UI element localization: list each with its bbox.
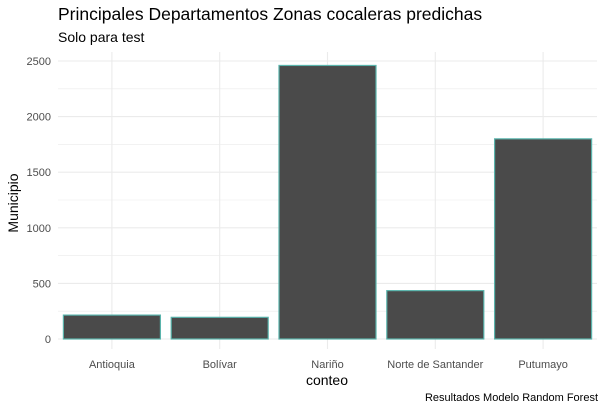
x-tick-label: Putumayo	[518, 359, 568, 371]
chart-title: Principales Departamentos Zonas cocalera…	[58, 4, 483, 24]
x-tick-label: Norte de Santander	[387, 359, 483, 371]
y-tick-label: 500	[33, 278, 51, 290]
y-tick-label: 2500	[27, 56, 51, 68]
bar-putumayo	[493, 138, 593, 340]
bar-bol-var	[170, 316, 269, 340]
y-axis-title: Municipio	[5, 173, 21, 232]
bar-nari-o	[278, 64, 377, 340]
x-tick-label: Nariño	[311, 359, 343, 371]
y-tick-label: 2000	[27, 112, 51, 124]
chart-subtitle: Solo para test	[58, 29, 145, 45]
chart-caption: Resultados Modelo Random Forest	[424, 392, 598, 404]
bar-antioquia	[62, 314, 162, 340]
y-tick-label: 1000	[27, 223, 51, 235]
x-tick-label: Antioquia	[89, 359, 136, 371]
x-tick-label: Bolívar	[203, 359, 238, 371]
bar-norte-de-santander	[386, 290, 485, 340]
y-tick-label: 0	[45, 334, 51, 346]
y-axis-ticks: 0 500 1000 1500 2000 2500	[27, 56, 51, 346]
x-axis-title: conteo	[306, 372, 348, 388]
bars	[62, 64, 593, 340]
y-tick-label: 1500	[27, 167, 51, 179]
x-axis-ticks: Antioquia Bolívar Nariño Norte de Santander…	[89, 359, 568, 371]
